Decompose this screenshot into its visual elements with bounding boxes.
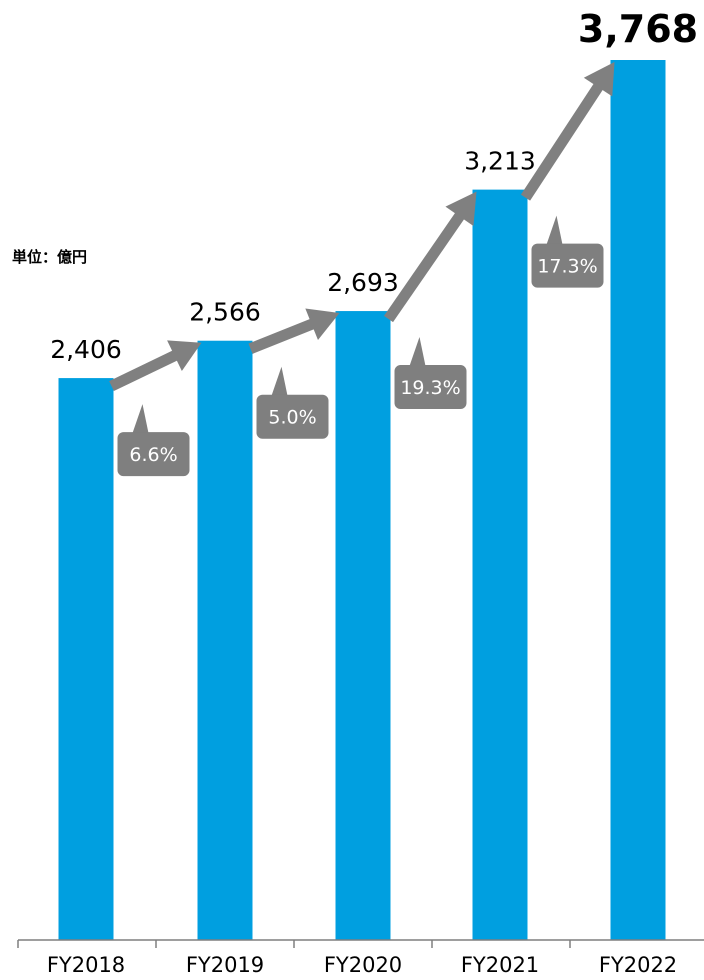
growth-arrow-4 bbox=[520, 62, 615, 201]
x-tick-label-fy2020: FY2020 bbox=[324, 953, 402, 977]
value-label-fy2019: 2,566 bbox=[189, 298, 261, 327]
growth-rate-label: 17.3% bbox=[537, 256, 597, 278]
growth-arrow-2 bbox=[248, 308, 340, 354]
growth-arrow-head bbox=[445, 191, 477, 226]
x-tick-label-fy2019: FY2019 bbox=[186, 953, 264, 977]
bar-fy2020 bbox=[335, 311, 391, 940]
value-label-fy2018: 2,406 bbox=[50, 335, 122, 364]
x-axis: FY2018 FY2019 FY2020 FY2021 FY2022 bbox=[17, 939, 704, 977]
growth-arrow-shaft bbox=[109, 349, 179, 392]
growth-arrow-shaft bbox=[383, 211, 466, 323]
growth-callout-3: 19.3% bbox=[394, 337, 467, 410]
growth-callouts-group: 6.6% 5.0% 19.3% 17.3% bbox=[117, 215, 604, 477]
growth-arrow-head bbox=[583, 62, 615, 97]
growth-callout-box bbox=[256, 394, 329, 439]
x-tick-label-fy2018: FY2018 bbox=[47, 953, 125, 977]
value-label-fy2021: 3,213 bbox=[464, 147, 536, 176]
value-label-fy2020: 2,693 bbox=[327, 268, 399, 297]
growth-arrow-head bbox=[305, 308, 340, 340]
growth-arrow-head bbox=[167, 340, 202, 372]
growth-callout-pointer bbox=[271, 366, 288, 396]
growth-rate-label: 5.0% bbox=[268, 407, 316, 429]
growth-arrow-shaft bbox=[520, 82, 604, 201]
bar-fy2019 bbox=[197, 340, 253, 940]
bar-fy2021 bbox=[472, 189, 528, 941]
growth-callout-2: 5.0% bbox=[256, 366, 329, 439]
growth-arrows-group bbox=[109, 62, 615, 392]
growth-arrow-shaft bbox=[248, 318, 316, 354]
growth-callout-box bbox=[394, 365, 467, 410]
growth-arrow-1 bbox=[109, 340, 202, 392]
growth-callout-pointer bbox=[546, 215, 563, 245]
growth-callout-pointer bbox=[409, 337, 426, 367]
x-tick-label-fy2022: FY2022 bbox=[599, 953, 677, 977]
bar-fy2022 bbox=[610, 60, 666, 940]
growth-arrow-3 bbox=[383, 191, 477, 323]
bar-fy2018 bbox=[58, 378, 114, 940]
growth-rate-label: 6.6% bbox=[129, 444, 177, 466]
growth-callout-1: 6.6% bbox=[117, 404, 190, 477]
growth-rate-label: 19.3% bbox=[400, 377, 460, 399]
value-label-fy2022: 3,768 bbox=[578, 7, 698, 51]
growth-callout-4: 17.3% bbox=[531, 215, 604, 288]
growth-callout-box bbox=[531, 243, 604, 288]
growth-callout-pointer bbox=[132, 404, 149, 434]
x-tick-label-fy2021: FY2021 bbox=[461, 953, 539, 977]
bars-group bbox=[58, 60, 666, 941]
unit-label: 単位：億円 bbox=[12, 248, 87, 266]
growth-callout-box bbox=[117, 432, 190, 477]
value-labels-group: 2,406 2,566 2,693 3,213 3,768 bbox=[50, 7, 698, 364]
